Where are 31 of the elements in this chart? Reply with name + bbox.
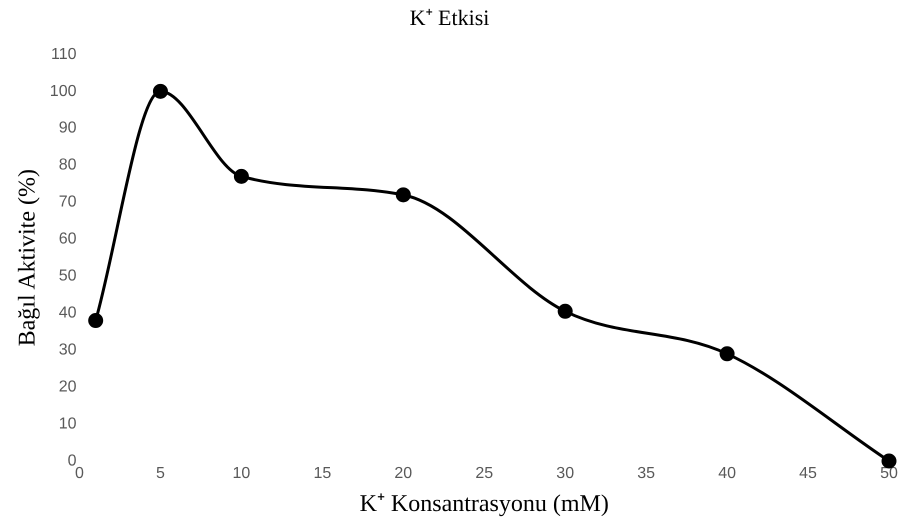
y-tick-label: 50 (58, 268, 77, 285)
y-axis-title: Bağıl Aktivite (%) (14, 169, 41, 346)
x-tick-label: 15 (313, 465, 332, 482)
x-tick-label: 10 (232, 465, 250, 482)
y-tick-label: 20 (58, 378, 77, 396)
point (558, 304, 573, 319)
x-tick-label: 25 (475, 465, 494, 482)
point (720, 346, 735, 362)
y-tick-label: 90 (58, 120, 77, 137)
x-tick-label: 35 (637, 465, 656, 482)
y-tick-label: 110 (50, 46, 77, 63)
y-tick-label: 10 (58, 415, 77, 432)
point (396, 187, 411, 202)
x-tick-label: 40 (718, 465, 736, 482)
x-tick-label: 20 (394, 465, 412, 482)
chart-title: K⁺ Etkisi (410, 4, 490, 30)
y-tick-label: 70 (58, 194, 77, 211)
x-tick-label: 30 (556, 465, 574, 482)
y-tick-label: 60 (58, 230, 77, 248)
x-tick-label: 5 (156, 465, 165, 482)
y-tick-label: 100 (50, 82, 77, 100)
x-tick-label: 50 (880, 465, 898, 482)
y-tick-label: 0 (68, 452, 77, 470)
x-axis-title: K⁺ Konsantrasyonu (mM) (360, 490, 609, 517)
point (88, 313, 104, 328)
point (234, 168, 249, 184)
y-tick-label: 40 (58, 304, 77, 322)
point (152, 84, 168, 99)
y-tick-label: 80 (58, 156, 77, 174)
y-tick-label: 30 (58, 342, 77, 359)
x-tick-label: 45 (799, 465, 818, 482)
